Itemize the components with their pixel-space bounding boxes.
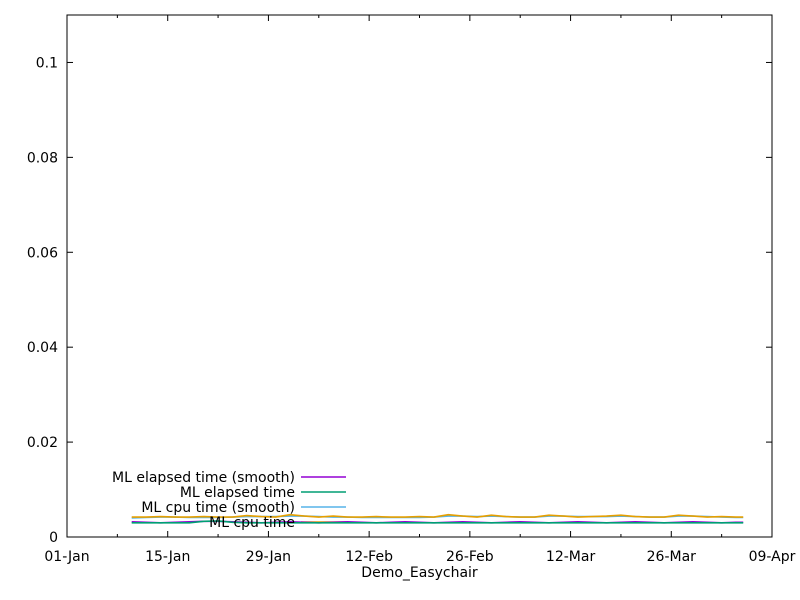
y-tick-label: 0.04: [27, 340, 58, 356]
x-tick-label: 12-Feb: [345, 549, 393, 565]
y-tick-label: 0.06: [27, 245, 58, 261]
x-tick-label: 26-Feb: [446, 549, 494, 565]
x-tick-label: 26-Mar: [647, 549, 697, 565]
y-tick-label: 0: [49, 530, 58, 546]
legend-label: ML cpu time (smooth): [141, 500, 295, 516]
series-line: [131, 513, 744, 518]
legend-label: ML cpu time: [209, 515, 295, 531]
series-line: [131, 520, 744, 524]
y-tick-label: 0.1: [36, 55, 58, 71]
x-tick-label: 09-Apr: [749, 549, 796, 565]
legend-label: ML elapsed time: [180, 485, 295, 501]
x-tick-label: 15-Jan: [145, 549, 190, 565]
x-tick-label: 01-Jan: [44, 549, 89, 565]
y-tick-label: 0.08: [27, 150, 58, 166]
legend-label: ML elapsed time (smooth): [112, 470, 295, 486]
plot-border: [66, 14, 773, 538]
x-axis-title: Demo_Easychair: [361, 565, 478, 581]
x-tick-label: 29-Jan: [246, 549, 291, 565]
y-tick-label: 0.02: [27, 435, 58, 451]
x-tick-label: 12-Mar: [546, 549, 596, 565]
